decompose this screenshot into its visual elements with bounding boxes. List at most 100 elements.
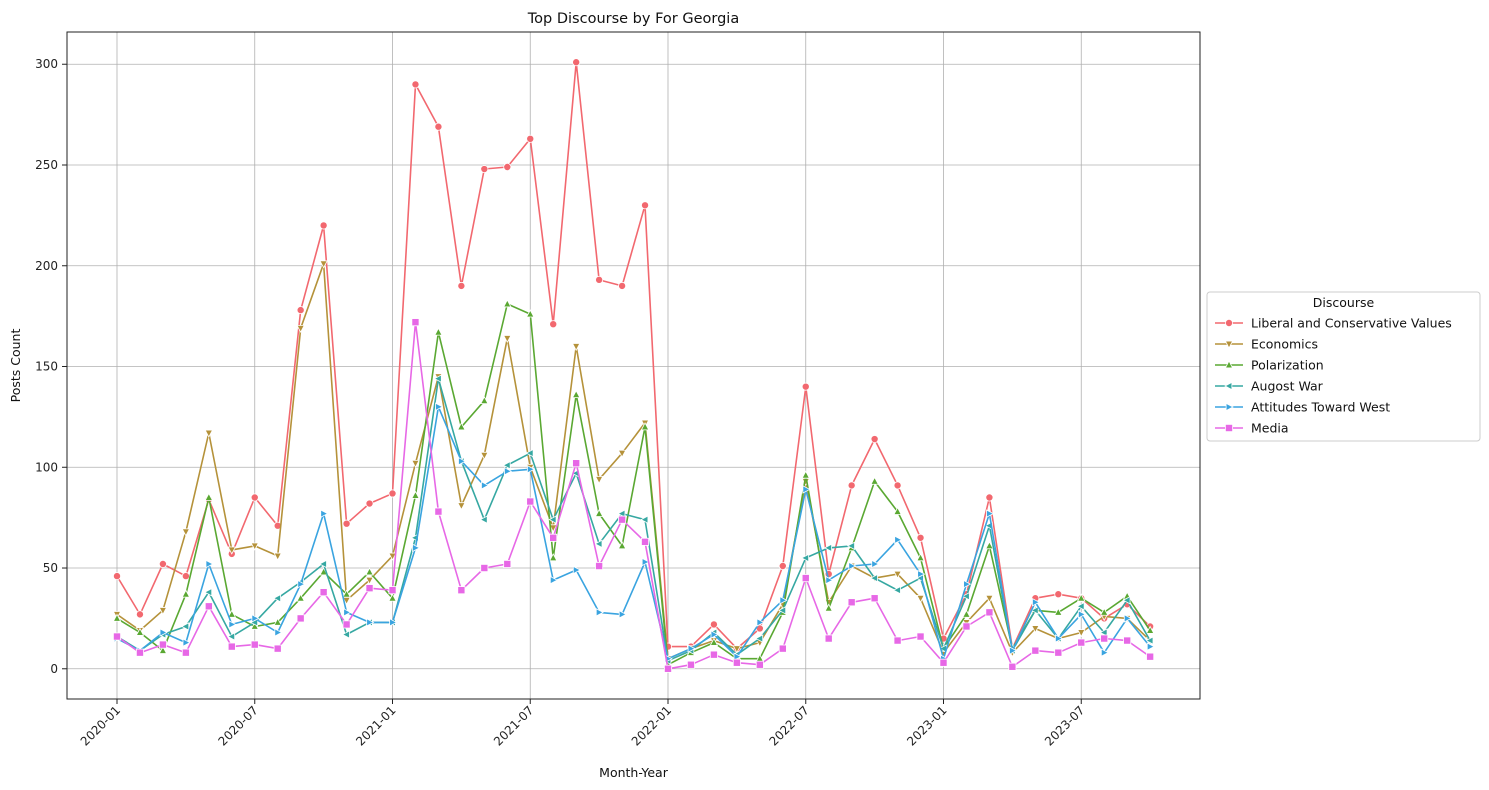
data-point	[457, 502, 466, 511]
data-point	[250, 640, 259, 649]
data-point	[296, 306, 305, 315]
data-point	[594, 476, 604, 485]
data-point	[595, 562, 604, 571]
data-point	[343, 608, 352, 617]
data-point	[366, 618, 375, 627]
x-tick-label: 2021-07	[491, 703, 536, 748]
data-point	[297, 579, 306, 589]
data-point	[412, 543, 421, 553]
data-point	[480, 451, 489, 460]
data-point	[617, 509, 626, 518]
data-point	[319, 221, 328, 230]
y-tick-label: 100	[35, 460, 58, 474]
data-point	[273, 617, 282, 626]
data-point	[1054, 607, 1063, 616]
data-point	[481, 481, 490, 490]
data-point	[503, 299, 512, 308]
data-point	[319, 260, 328, 269]
data-point	[847, 481, 856, 490]
data-point	[709, 637, 719, 646]
data-point	[526, 497, 535, 506]
legend-box	[1206, 291, 1481, 442]
data-point	[1009, 646, 1018, 655]
data-point	[365, 576, 374, 585]
legend: Discourse Liberal and Conservative Values…	[1206, 291, 1481, 442]
data-point	[870, 594, 879, 603]
data-point	[618, 610, 627, 619]
data-point	[871, 559, 880, 569]
y-axis-label: Posts Count	[8, 329, 23, 403]
data-point	[388, 586, 397, 595]
legend-title: Discourse	[1313, 295, 1375, 310]
data-point	[1146, 642, 1155, 651]
data-point	[320, 509, 329, 518]
data-point	[274, 628, 283, 637]
data-point	[158, 559, 167, 568]
data-point	[158, 645, 168, 654]
data-point	[594, 539, 603, 549]
data-point	[800, 553, 810, 563]
data-point	[916, 632, 925, 641]
data-point	[365, 499, 374, 508]
data-point	[617, 541, 627, 550]
data-point	[204, 429, 214, 438]
data-point	[687, 644, 696, 653]
data-point	[411, 318, 420, 327]
x-tick-label: 2023-01	[904, 703, 949, 748]
x-tick-label: 2023-07	[1042, 703, 1087, 748]
data-point	[756, 618, 765, 627]
data-point	[594, 508, 604, 517]
data-point	[1055, 634, 1064, 643]
data-point	[892, 585, 901, 595]
data-point	[848, 561, 857, 571]
data-point	[801, 470, 811, 479]
data-point	[1100, 634, 1109, 643]
axes: 2020-01 2020-07 2021-01 2021-07 2022-01 2022-…	[35, 31, 1201, 749]
x-tick-label: 2020-01	[78, 703, 123, 748]
data-point	[503, 335, 512, 344]
series-augost-war	[112, 374, 1154, 665]
data-point	[159, 628, 168, 637]
data-point	[181, 589, 191, 598]
data-point	[755, 634, 764, 643]
data-point	[250, 621, 260, 630]
y-tick-label: 250	[35, 158, 58, 172]
data-point	[479, 515, 488, 524]
data-point	[1077, 638, 1086, 647]
data-point	[204, 587, 213, 597]
y-tick-label: 150	[35, 360, 58, 374]
data-point	[1076, 593, 1086, 602]
data-point	[112, 613, 122, 622]
data-point	[572, 459, 581, 468]
data-point	[526, 465, 536, 474]
legend-entry: Liberal and Conservative Values	[1215, 316, 1452, 331]
data-point	[181, 572, 190, 581]
legend-label: Attitudes Toward West	[1251, 400, 1390, 415]
data-point	[181, 648, 190, 657]
data-point	[1146, 652, 1155, 661]
data-point	[571, 343, 581, 352]
data-point	[296, 614, 305, 623]
data-point	[641, 537, 650, 546]
data-point	[318, 559, 327, 569]
data-point	[411, 490, 420, 499]
data-point	[273, 552, 282, 561]
legend-entry: Media	[1215, 421, 1289, 436]
data-point	[664, 664, 673, 673]
legend-entry: Attitudes Toward West	[1215, 400, 1390, 415]
data-point	[870, 476, 879, 485]
data-point	[893, 506, 902, 515]
data-point	[869, 573, 878, 583]
data-point	[365, 567, 374, 576]
legend-label: Polarization	[1251, 358, 1324, 373]
series-polarization	[112, 299, 1155, 669]
data-point	[548, 524, 558, 533]
data-point	[272, 593, 281, 603]
data-point	[434, 122, 443, 131]
data-point	[227, 546, 237, 555]
data-point	[686, 660, 695, 669]
data-point	[709, 620, 718, 629]
data-point	[388, 593, 397, 602]
data-point	[916, 594, 925, 604]
data-point	[641, 557, 650, 567]
